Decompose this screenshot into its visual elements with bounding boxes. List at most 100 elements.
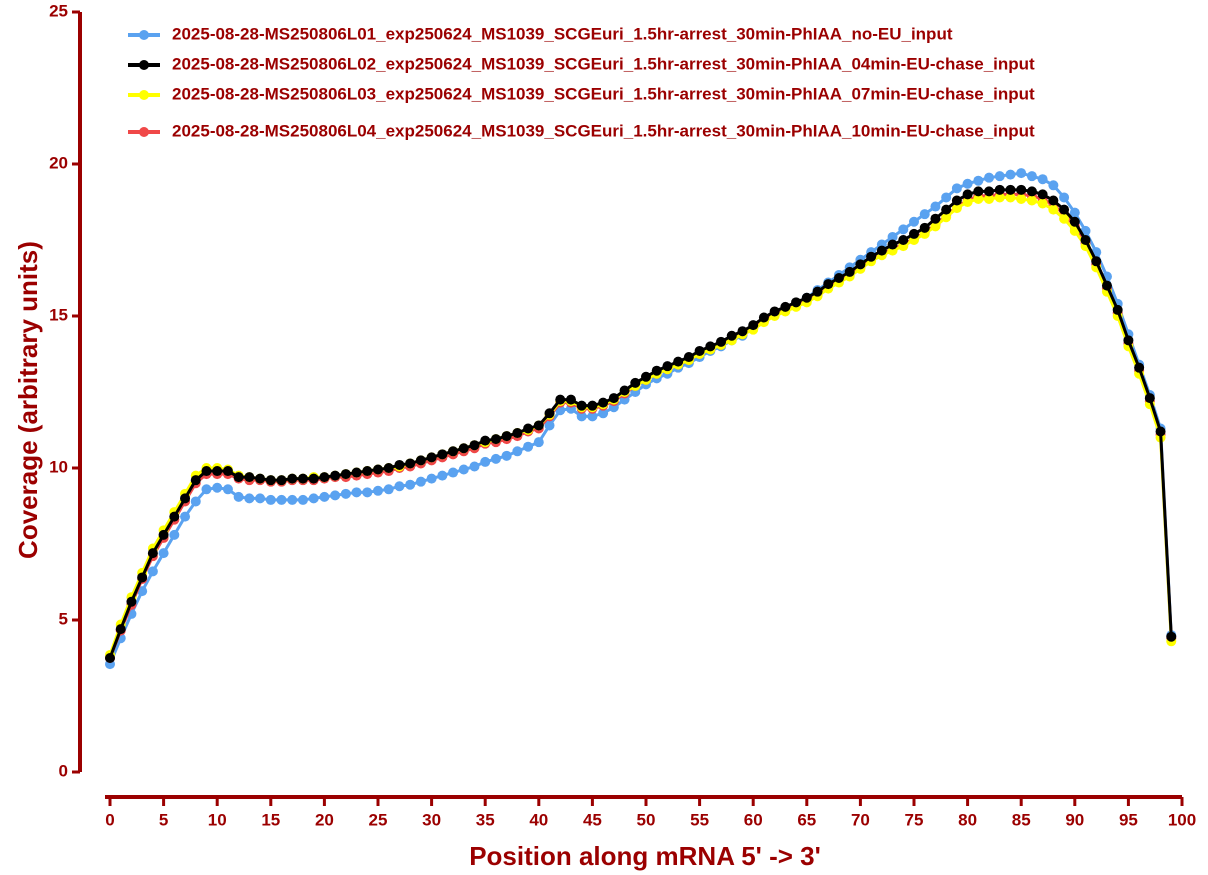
point	[394, 459, 405, 470]
y-tick-label: 20	[49, 153, 68, 172]
point	[265, 475, 276, 486]
point	[930, 201, 941, 212]
point	[994, 171, 1005, 182]
series-line	[108, 195, 1173, 656]
point	[190, 475, 201, 486]
point	[415, 455, 426, 466]
point	[426, 452, 437, 463]
point	[898, 235, 909, 245]
point	[619, 385, 630, 396]
point	[351, 487, 362, 498]
point	[501, 431, 512, 442]
point	[919, 222, 930, 233]
point	[984, 186, 995, 197]
point	[1059, 204, 1070, 215]
y-tick-label: 0	[59, 761, 68, 780]
point	[769, 306, 780, 317]
point	[437, 470, 448, 481]
point	[1016, 184, 1027, 195]
point	[222, 484, 233, 495]
point	[137, 572, 148, 583]
point	[909, 228, 919, 239]
x-tick-label: 75	[905, 810, 924, 829]
point	[265, 494, 276, 505]
y-tick-label: 15	[49, 305, 68, 324]
point	[276, 475, 287, 486]
point	[780, 301, 791, 312]
point	[190, 496, 201, 507]
x-tick-label: 0	[105, 810, 114, 829]
point	[340, 488, 351, 499]
point	[405, 458, 416, 469]
point	[490, 453, 501, 464]
point	[351, 467, 362, 478]
point	[255, 493, 266, 504]
point	[855, 259, 866, 270]
point	[887, 231, 898, 242]
point	[373, 485, 383, 496]
point	[630, 377, 641, 388]
x-tick-label: 80	[958, 810, 977, 829]
x-tick-label: 10	[208, 810, 227, 829]
y-axis-title: Coverage (arbitrary units)	[13, 241, 43, 559]
point	[308, 473, 319, 484]
point	[641, 371, 651, 382]
point	[1005, 192, 1016, 203]
point	[1123, 335, 1134, 346]
point	[973, 175, 984, 186]
x-tick-label: 20	[315, 810, 334, 829]
point	[555, 394, 566, 405]
point	[212, 466, 223, 477]
point	[105, 653, 115, 663]
series-line	[108, 192, 1173, 659]
x-tick-label: 40	[529, 810, 548, 829]
y-tick-label: 10	[49, 457, 68, 476]
point	[158, 548, 169, 559]
point	[951, 183, 962, 194]
point	[383, 463, 394, 473]
point	[1048, 195, 1059, 206]
point	[930, 213, 941, 224]
point	[201, 484, 212, 495]
legend-label: 2025-08-28-MS250806L01_exp250624_MS1039_…	[172, 24, 953, 43]
point	[469, 461, 480, 472]
x-tick-label: 25	[369, 810, 388, 829]
point	[233, 472, 244, 483]
point	[501, 450, 512, 461]
point	[126, 596, 137, 607]
point	[340, 469, 351, 480]
point	[469, 440, 480, 451]
point	[287, 494, 298, 505]
point	[833, 273, 844, 283]
point	[1048, 204, 1059, 215]
point	[276, 494, 287, 505]
point	[533, 420, 544, 431]
point	[598, 397, 609, 408]
point	[544, 408, 555, 419]
x-tick-label: 85	[1012, 810, 1031, 829]
x-tick-label: 70	[851, 810, 870, 829]
point	[1037, 174, 1048, 185]
point	[458, 443, 469, 454]
point	[512, 446, 523, 457]
legend-marker	[139, 30, 149, 40]
point	[147, 566, 158, 577]
point	[1091, 256, 1102, 267]
point	[823, 279, 834, 290]
point	[1059, 213, 1070, 224]
point	[791, 297, 802, 308]
point	[587, 411, 598, 422]
legend-marker	[139, 127, 149, 137]
point	[1155, 426, 1166, 437]
point	[941, 212, 952, 223]
point	[1080, 235, 1091, 245]
point	[201, 466, 212, 477]
point	[319, 472, 330, 483]
point	[812, 286, 823, 297]
point	[1037, 198, 1048, 209]
x-tick-label: 5	[159, 810, 168, 829]
point	[512, 428, 523, 439]
point	[169, 511, 180, 522]
point	[158, 529, 169, 540]
x-tick-label: 30	[422, 810, 441, 829]
